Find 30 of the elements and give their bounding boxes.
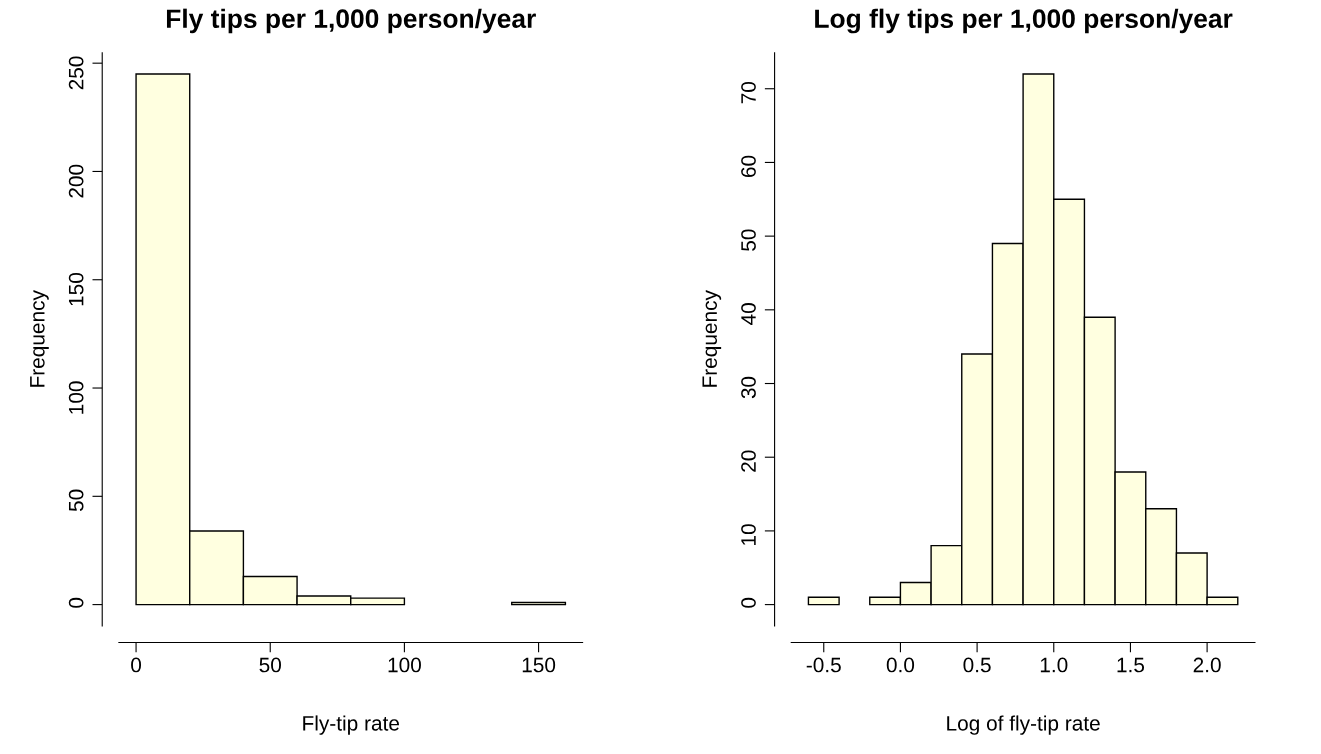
y-tick-label: 60 — [741, 155, 756, 177]
x-tick-label: 50 — [259, 657, 282, 673]
y-tick-label: 0 — [68, 597, 84, 608]
y-tick-label: 250 — [68, 56, 84, 90]
x-tick-label: 0.0 — [886, 657, 915, 673]
y-tick-label: 150 — [68, 273, 84, 306]
y-tick-label: 100 — [68, 381, 84, 414]
y-tick-label: 0 — [741, 597, 756, 608]
chart-title: Fly tips per 1,000 person/year — [166, 8, 536, 34]
x-tick-label: 2.0 — [1193, 657, 1221, 673]
x-tick-label: 150 — [522, 657, 556, 673]
x-tick-label: -0.5 — [806, 657, 841, 673]
y-tick-label: 50 — [68, 489, 84, 512]
y-tick-label: 30 — [741, 376, 756, 399]
y-tick-label: 70 — [741, 82, 756, 104]
x-tick-label: 1.5 — [1117, 657, 1145, 673]
y-tick-label: 50 — [741, 229, 756, 251]
x-tick-label: 0 — [131, 657, 142, 673]
x-tick-label: 100 — [388, 657, 421, 673]
y-tick-label: 20 — [741, 450, 756, 472]
y-tick-label: 200 — [68, 164, 84, 198]
chart-title: Log fly tips per 1,000 person/year — [815, 8, 1233, 34]
x-tick-label: 1.0 — [1040, 657, 1068, 673]
x-tick-label: 0.5 — [963, 657, 991, 673]
y-tick-label: 10 — [741, 524, 756, 545]
y-axis-title: Frequency — [702, 290, 722, 387]
x-axis-title: Fly-tip rate — [303, 715, 400, 735]
x-axis-title: Log of fly-tip rate — [947, 715, 1100, 735]
y-axis-title: Frequency — [30, 290, 49, 387]
y-tick-label: 40 — [741, 303, 756, 325]
